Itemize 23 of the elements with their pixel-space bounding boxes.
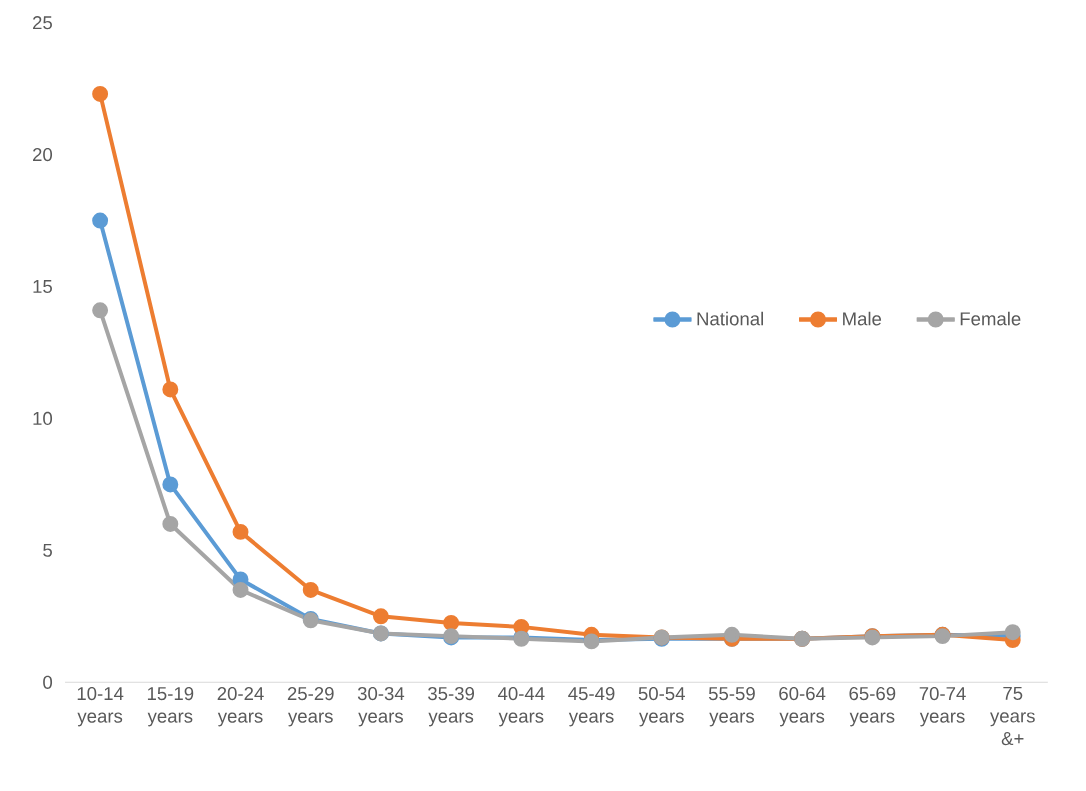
legend-label: Female	[960, 311, 1021, 326]
x-tick-label: 35-39 years	[428, 686, 475, 727]
x-tick-label: 15-19 years	[147, 686, 194, 727]
legend-label: National	[697, 311, 763, 326]
y-tick-label: 10	[33, 411, 53, 425]
x-tick-label: 55-59 years	[708, 686, 755, 727]
y-tick-label: 20	[33, 147, 53, 162]
y-tick-label: 5	[43, 543, 52, 557]
x-tick-label: 45-49 years	[568, 686, 615, 727]
x-tick-label: 25-29 years	[287, 686, 334, 727]
x-tick-label: 60-64 years	[779, 686, 826, 727]
x-tick-label: 20-24 years	[217, 686, 264, 727]
y-tick-label: 25	[33, 16, 52, 30]
x-tick-label: 30-34 years	[357, 686, 405, 727]
y-tick-label: 15	[33, 279, 52, 293]
legend-label: Male	[843, 311, 882, 326]
y-tick-label: 0	[43, 675, 53, 689]
x-tick-label: 75 years &+	[990, 686, 1035, 746]
x-tick-label: 10-14 years	[77, 686, 124, 727]
x-tick-label: 70-74 years	[919, 686, 966, 727]
x-tick-label: 40-44 years	[497, 686, 545, 727]
x-tick-label: 50-54 years	[638, 686, 685, 727]
x-tick-label: 65-69 years	[849, 686, 896, 727]
